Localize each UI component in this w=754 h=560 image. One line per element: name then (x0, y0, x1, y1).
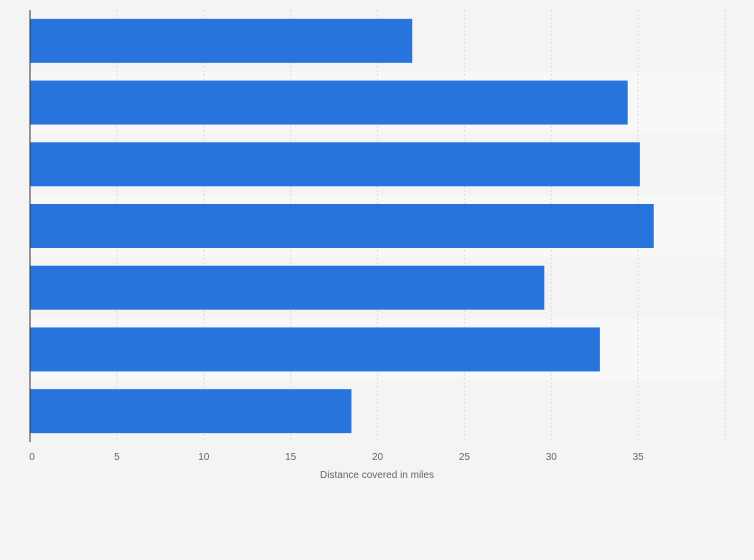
x-tick-label: 5 (114, 452, 120, 463)
bar[interactable] (30, 389, 352, 434)
x-tick-label: 0 (29, 452, 35, 463)
bar[interactable] (30, 265, 545, 310)
x-tick-label: 20 (372, 452, 384, 463)
x-tick-label: 25 (459, 452, 471, 463)
x-axis-ticks: 0 5 10 15 20 25 30 35 (29, 452, 644, 463)
bar[interactable] (30, 204, 654, 248)
x-tick-label: 35 (633, 452, 645, 463)
bars (30, 18, 654, 434)
bar[interactable] (30, 142, 640, 187)
bar[interactable] (30, 327, 600, 372)
x-tick-label: 30 (546, 452, 558, 463)
x-tick-label: 10 (198, 452, 210, 463)
x-tick-label: 15 (285, 452, 297, 463)
x-axis-title: Distance covered in miles (320, 470, 434, 481)
bar[interactable] (30, 18, 413, 63)
bar[interactable] (30, 80, 628, 125)
